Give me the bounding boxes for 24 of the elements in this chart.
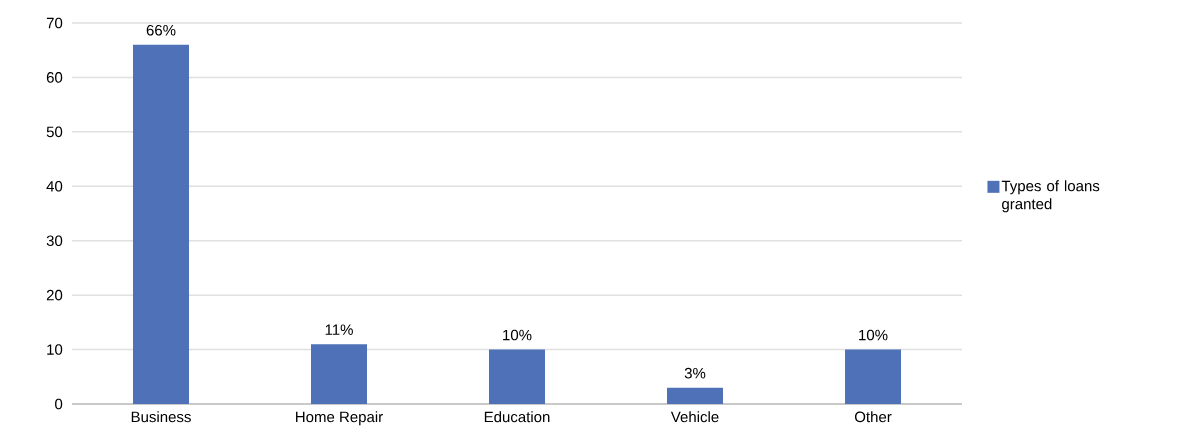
data-label: 11%	[325, 324, 353, 335]
data-label: 3%	[684, 367, 706, 379]
y-tick-label: 50	[46, 126, 63, 138]
bar	[845, 349, 902, 404]
x-tick-label: Other	[854, 411, 892, 423]
data-label: 10%	[503, 329, 532, 341]
x-tick-label: Home Repair	[296, 411, 383, 426]
bar	[667, 387, 724, 404]
y-tick-label: 70	[46, 17, 63, 29]
data-label: 66%	[146, 24, 176, 36]
y-tick-label: 40	[46, 180, 63, 192]
y-tick-label: 10	[47, 344, 63, 355]
y-tick-label: 20	[46, 289, 63, 301]
y-tick-label: 60	[46, 72, 63, 83]
x-tick-label: Business	[131, 411, 191, 423]
legend-label: Types of loans granted	[1001, 180, 1100, 213]
x-tick-label: Education	[484, 411, 550, 423]
y-tick-label: 30	[46, 235, 63, 247]
y-tick-label: 0	[55, 398, 63, 410]
bar	[489, 349, 545, 404]
x-tick-label: Vehicle	[670, 411, 719, 423]
bar	[133, 44, 189, 404]
bar	[311, 344, 367, 404]
data-label: 10%	[859, 329, 888, 341]
